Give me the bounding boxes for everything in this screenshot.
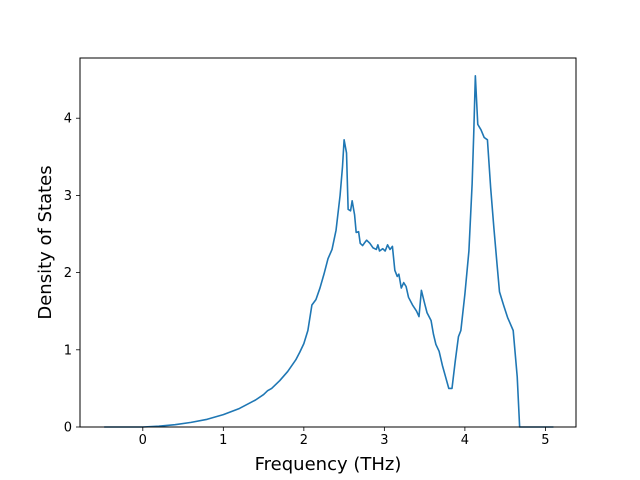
y-tick-label: 2 [64,266,72,281]
x-tick-label: 0 [139,433,147,448]
plot-marks [104,74,554,428]
x-axis-label: Frequency (THz) [255,454,402,475]
y-tick-label: 0 [64,421,72,436]
y-tick-label: 1 [64,343,72,358]
x-tick-label: 5 [541,433,549,448]
y-axis-label: Density of States [35,165,56,319]
y-tick-label: 4 [64,112,72,127]
x-tick-label: 4 [461,433,469,448]
plot-frame [79,57,577,428]
axis-ticks: 0 1 2 3 4 5 0 1 2 3 4 [64,112,550,448]
series-line [104,74,554,428]
y-tick-label: 3 [64,189,72,204]
x-tick-label: 3 [380,433,388,448]
x-tick-label: 1 [219,433,227,448]
x-tick-label: 2 [300,433,308,448]
